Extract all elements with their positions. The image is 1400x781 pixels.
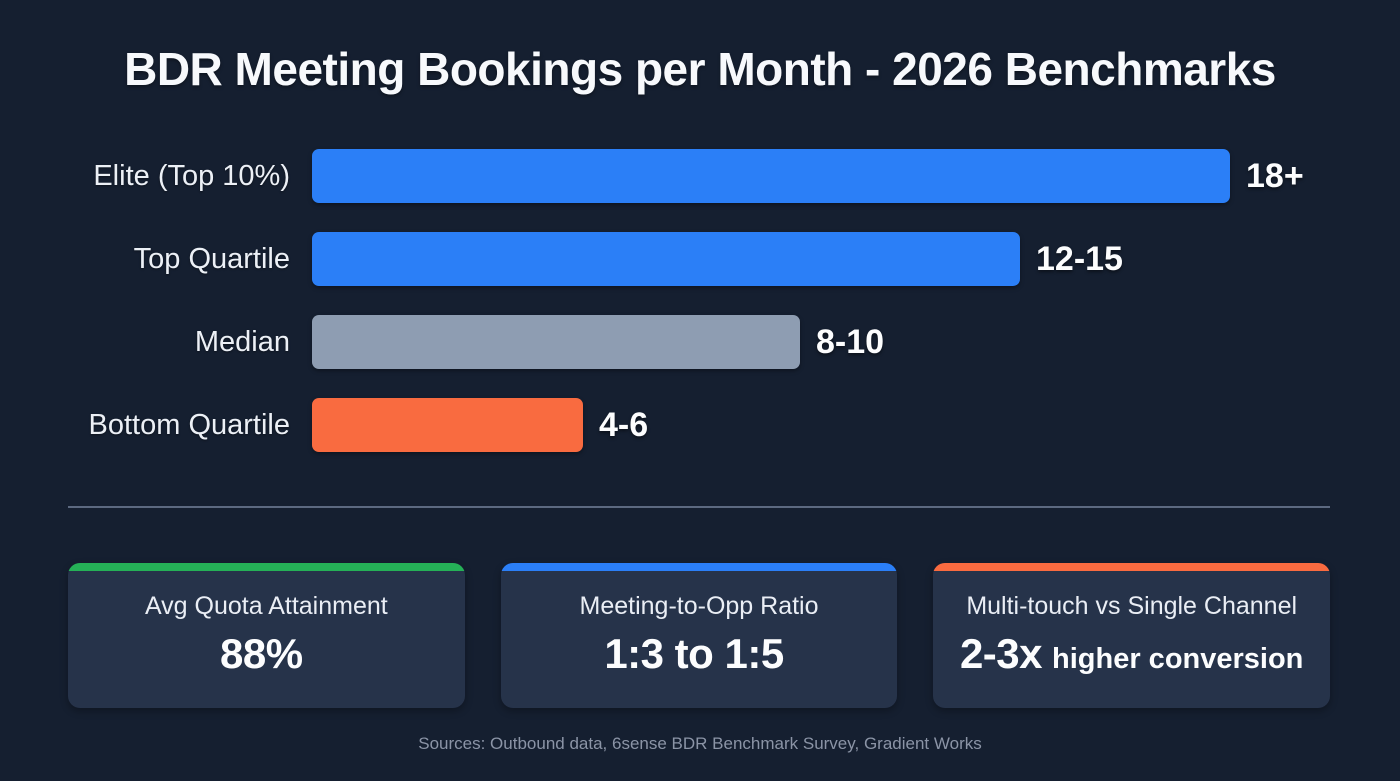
chart-row-elite: Elite (Top 10%) 18+ <box>0 149 1400 203</box>
horizontal-divider <box>68 506 1330 508</box>
stat-value-main: 2-3x <box>959 630 1043 677</box>
category-label: Elite (Top 10%) <box>93 159 290 192</box>
card-accent-strip <box>500 563 898 571</box>
page-title: BDR Meeting Bookings per Month - 2026 Be… <box>124 43 1276 95</box>
bar-bottom-quartile <box>312 398 583 452</box>
bar-value-label: 18+ <box>1246 156 1304 195</box>
bar-value-label: 8-10 <box>816 322 885 361</box>
card-accent-strip <box>68 563 465 571</box>
category-label: Median <box>194 325 290 358</box>
stat-card-label: Meeting-to-Opp Ratio <box>579 592 819 620</box>
stat-card-label: Multi-touch vs Single Channel <box>966 592 1298 620</box>
category-label: Bottom Quartile <box>88 408 290 441</box>
chart-row-top-quartile: Top Quartile 12-15 <box>0 232 1400 286</box>
bar-elite <box>312 149 1230 203</box>
stat-card-value: 1:3 to 1:5 <box>501 630 898 678</box>
card-accent-strip <box>933 563 1331 571</box>
chart-row-bottom-quartile: Bottom Quartile 4-6 <box>0 398 1400 452</box>
bar-median <box>312 315 800 369</box>
stat-card-label: Avg Quota Attainment <box>144 592 388 620</box>
stat-card-value: 2-3x higher conversion <box>933 630 1330 678</box>
stat-value-main: 1:3 to 1:5 <box>604 630 784 677</box>
bar-top-quartile <box>312 232 1020 286</box>
stat-cards-row: Avg Quota Attainment 88% Meeting-to-Opp … <box>68 563 1331 708</box>
stat-card-value: 88% <box>68 630 465 678</box>
stat-card-quota-attainment: Avg Quota Attainment 88% <box>68 563 465 708</box>
bar-value-label: 4-6 <box>599 405 649 444</box>
chart-row-median: Median 8-10 <box>0 315 1400 369</box>
bar-chart: Elite (Top 10%) 18+ Top Quartile 12-15 M… <box>0 149 1400 452</box>
sources-footnote: Sources: Outbound data, 6sense BDR Bench… <box>418 734 982 753</box>
stat-card-meeting-to-opp: Meeting-to-Opp Ratio 1:3 to 1:5 <box>500 563 898 708</box>
bar-value-label: 12-15 <box>1036 239 1123 278</box>
stat-card-multi-touch: Multi-touch vs Single Channel 2-3x higher… <box>933 563 1331 708</box>
stat-value-suffix: higher conversion <box>1052 643 1304 675</box>
stat-value-main: 88% <box>220 630 303 677</box>
category-label: Top Quartile <box>133 242 290 275</box>
